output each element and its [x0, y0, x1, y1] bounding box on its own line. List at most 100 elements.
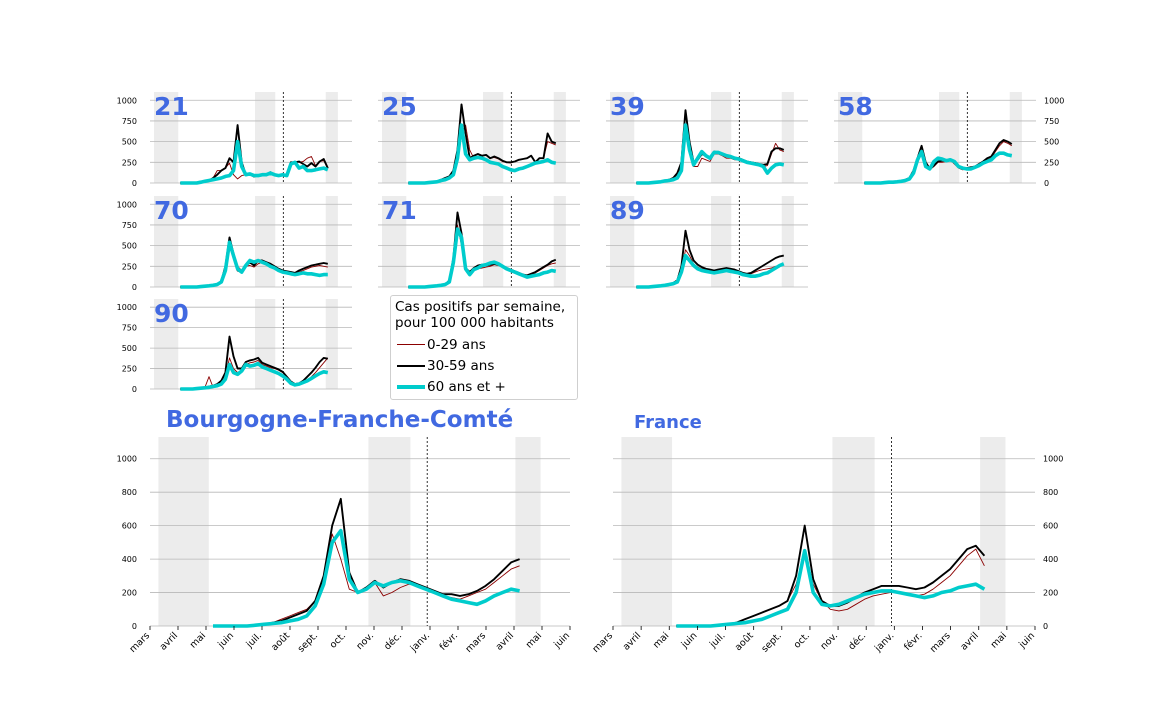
panel-1: 25	[378, 92, 580, 185]
shaded-period	[382, 92, 407, 183]
series-0-29-line	[213, 533, 520, 627]
panel-title: France	[634, 412, 702, 433]
y-tick-label: 800	[122, 488, 137, 497]
x-tick-label: nov.	[818, 630, 840, 652]
x-tick-label: août	[269, 630, 292, 653]
series-0-29-line	[408, 224, 556, 288]
y-tick-label: 500	[122, 242, 137, 251]
x-tick-label: déc.	[382, 630, 404, 652]
y-tick-label: 400	[122, 555, 137, 564]
y-tick-label: 600	[122, 522, 137, 531]
x-tick-label: juin	[551, 630, 572, 651]
panel-title: 21	[154, 92, 189, 121]
shaded-period	[980, 437, 1006, 626]
x-tick-label: mai	[188, 630, 208, 650]
y-tick-label: 500	[122, 344, 137, 353]
y-tick-label: 0	[132, 622, 137, 631]
shaded-period	[255, 299, 276, 389]
shaded-period	[325, 196, 338, 287]
panel-title: 71	[382, 196, 417, 225]
x-tick-label: oct.	[792, 630, 812, 650]
shaded-period	[781, 92, 794, 183]
series-60-line	[636, 253, 785, 289]
x-tick-label: janv.	[872, 630, 896, 654]
shaded-period	[1009, 92, 1022, 183]
shaded-period	[255, 92, 276, 183]
y-tick-label: 750	[122, 324, 137, 333]
series-60-line	[636, 123, 785, 185]
series-60-line	[180, 361, 329, 391]
panel-title: 89	[610, 196, 645, 225]
series-60-line	[676, 548, 986, 628]
y-tick-label: 0	[1044, 179, 1049, 188]
legend-swatch-30-59	[397, 365, 425, 367]
panel-5: 71	[378, 196, 580, 289]
panel-title: 70	[154, 196, 189, 225]
x-tick-label: avril	[158, 630, 180, 652]
x-tick-label: nov.	[354, 630, 376, 652]
y-tick-label: 250	[122, 365, 137, 374]
x-tick-label: juil.	[244, 630, 264, 650]
y-tick-label: 600	[1043, 522, 1058, 531]
y-tick-label: 1000	[117, 303, 137, 312]
series-30-59-line	[636, 229, 784, 288]
shaded-period	[711, 92, 732, 183]
legend-title-line1: Cas positifs par semaine,	[395, 299, 566, 315]
panel-2: 39	[606, 92, 808, 185]
shaded-period	[939, 92, 960, 183]
panel-7: 0 250 500 750 1000 90	[117, 299, 352, 394]
panel-title: Bourgogne-Franche-Comté	[166, 407, 513, 433]
x-tick-label: sept.	[296, 630, 320, 654]
panel-0: 0 250 500 750 1000 21	[117, 92, 352, 188]
series-30-59-line	[408, 103, 557, 184]
shaded-period	[781, 196, 794, 287]
x-tick-label: janv.	[408, 630, 432, 654]
x-tick-label: févr.	[438, 630, 461, 653]
shaded-period	[483, 92, 504, 183]
y-tick-label: 1000	[1043, 455, 1063, 464]
x-tick-label: mai	[524, 630, 544, 650]
x-tick-label: sept.	[759, 630, 783, 654]
shaded-period	[838, 92, 863, 183]
legend-entry-60: 60 ans et +	[397, 379, 506, 395]
series-30-59-line	[213, 497, 520, 627]
y-tick-label: 800	[1043, 488, 1058, 497]
x-tick-label: avril	[958, 630, 980, 652]
x-tick-label: août	[733, 630, 756, 653]
panel-6: 89	[606, 196, 808, 289]
x-tick-label: déc.	[846, 630, 868, 652]
y-tick-label: 750	[1044, 117, 1059, 126]
y-tick-label: 250	[1044, 158, 1059, 167]
shaded-period	[325, 92, 338, 183]
legend-entry-30-59: 30-59 ans	[397, 358, 495, 374]
shaded-period	[154, 299, 179, 389]
series-0-29-line	[676, 548, 985, 627]
series-60-line	[408, 123, 557, 185]
y-tick-label: 0	[132, 283, 137, 292]
series-0-29-line	[180, 357, 329, 390]
series-30-59-line	[676, 524, 986, 627]
legend-swatch-0-29	[397, 344, 425, 345]
y-tick-label: 500	[1044, 138, 1059, 147]
y-tick-label: 250	[122, 262, 137, 271]
x-tick-label: juin	[1016, 630, 1037, 651]
shaded-period	[515, 437, 541, 626]
x-tick-label: mai	[989, 630, 1009, 650]
shaded-period	[483, 196, 504, 287]
x-tick-label: avril	[494, 630, 516, 652]
panel-3: 0 250 500 750 1000 58	[834, 92, 1064, 188]
legend-label-30-59: 30-59 ans	[427, 358, 495, 374]
y-tick-label: 1000	[117, 96, 137, 105]
legend-label-60: 60 ans et +	[427, 379, 506, 395]
y-tick-label: 200	[122, 589, 137, 598]
shaded-period	[711, 196, 732, 287]
shaded-period	[553, 92, 566, 183]
x-tick-label: mars	[928, 630, 953, 655]
y-tick-label: 400	[1043, 555, 1058, 564]
panel-8: 0 200 400 600 800 1000 Bourgogne-Franche-Comté…	[117, 407, 572, 655]
x-tick-label: juin	[215, 630, 236, 651]
series-0-29-line	[408, 124, 556, 184]
x-tick-label: juil.	[707, 630, 727, 650]
shaded-period	[154, 92, 179, 183]
